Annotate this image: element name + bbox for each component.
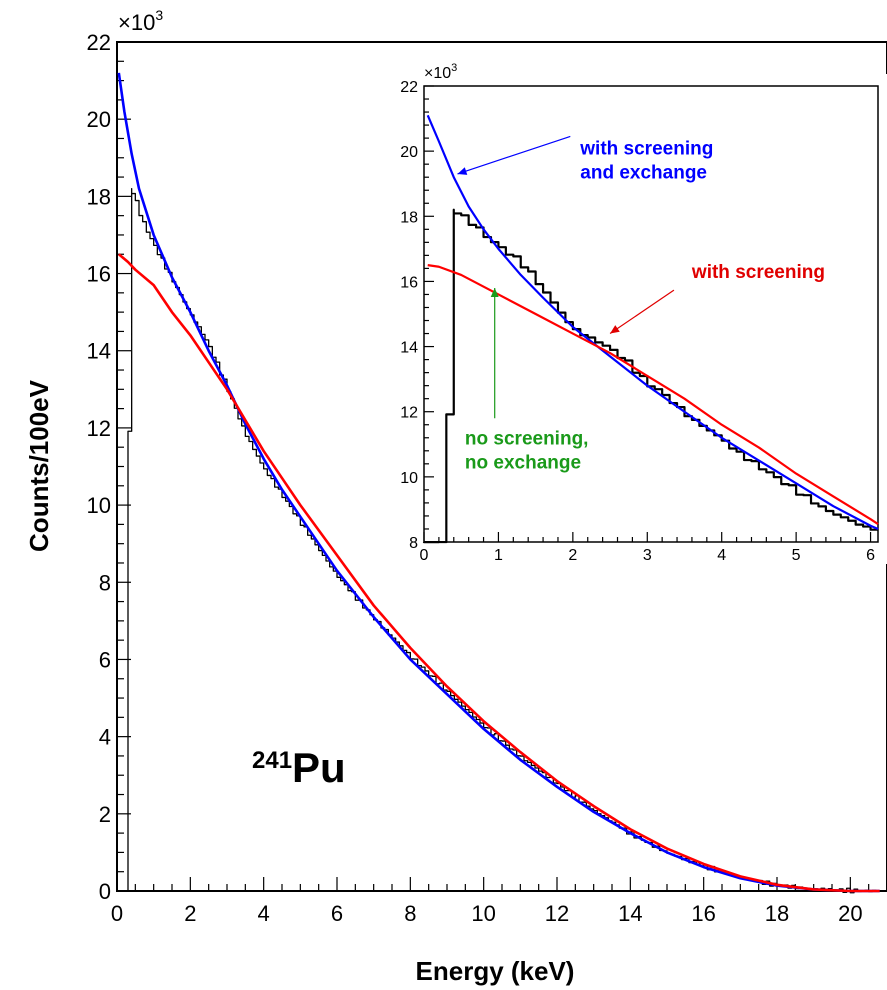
- main-x-tick-label: 18: [765, 901, 789, 926]
- main-y-tick-label: 8: [99, 570, 111, 595]
- isotope-label: 241Pu: [252, 744, 346, 791]
- main-x-tick-label: 12: [545, 901, 569, 926]
- inset-x-tick-label: 0: [420, 547, 429, 564]
- main-x-tick-label: 16: [691, 901, 715, 926]
- main-y-tick-label: 20: [87, 107, 111, 132]
- inset-plot-frame: [423, 85, 879, 543]
- annotation-arrow: [457, 135, 571, 175]
- annotation-arrow: [609, 289, 675, 335]
- inset-y-tick-label: 12: [400, 405, 418, 422]
- inset-x-tick-label: 3: [643, 547, 652, 564]
- inset-y-multiplier-label: ×103: [424, 62, 457, 82]
- x-axis-title: Energy (keV): [416, 956, 575, 986]
- inset-annotations: with screening and exchange with screening…: [457, 135, 825, 473]
- inset-x-tick-label: 5: [792, 547, 801, 564]
- inset-series: [422, 114, 879, 544]
- annotation-label: no screening,: [465, 428, 589, 449]
- annotation-label: and exchange: [580, 162, 707, 183]
- annotation-label: no exchange: [465, 452, 581, 473]
- main-x-tick-label: 8: [404, 901, 416, 926]
- main-x-tick-label: 10: [471, 901, 495, 926]
- main-y-tick-label: 6: [99, 647, 111, 672]
- y-multiplier-exponent: 3: [155, 7, 163, 23]
- annotation-label: with screening: [691, 262, 825, 283]
- inset-spectrum-histogram: [422, 208, 878, 544]
- inset-y-tick-label: 14: [400, 340, 418, 357]
- inset-screening-curve: [427, 264, 879, 526]
- main-y-tick-label: 16: [87, 262, 111, 287]
- main-y-tick-label: 18: [87, 184, 111, 209]
- main-x-tick-label: 6: [331, 901, 343, 926]
- inset-x-tick-label: 6: [866, 547, 875, 564]
- main-y-tick-label: 10: [87, 493, 111, 518]
- main-y-tick-label: 2: [99, 802, 111, 827]
- inset-y-tick-label: 20: [400, 144, 418, 161]
- inset-y-tick-label: 16: [400, 274, 418, 291]
- y-multiplier-base: ×10: [118, 10, 155, 35]
- main-x-tick-label: 0: [111, 901, 123, 926]
- main-y-tick-label: 22: [87, 30, 111, 55]
- inset-y-tick-label: 22: [400, 79, 418, 96]
- annotation-label: with screening: [579, 138, 713, 159]
- main-series: [116, 72, 880, 894]
- annotation-arrowhead: [610, 325, 620, 334]
- main-x-tick-label: 2: [184, 901, 196, 926]
- inset-x-tick-label: 1: [494, 547, 503, 564]
- annotation-arrowhead: [490, 287, 499, 297]
- main-y-tick-label: 4: [99, 725, 111, 750]
- y-axis-title: Counts/100eV: [24, 379, 54, 552]
- inset-background: [396, 74, 887, 564]
- main-screening-curve: [117, 253, 880, 893]
- main-y-tick-label: 0: [99, 879, 111, 904]
- main-screening-exchange-curve: [117, 72, 880, 893]
- inset-y-tick-label: 10: [400, 470, 418, 487]
- annotation-arrowhead: [457, 167, 468, 175]
- main-x-tick-label: 14: [618, 901, 642, 926]
- main-x-tick-label: 20: [838, 901, 862, 926]
- y-multiplier-label: ×103: [118, 7, 163, 35]
- main-x-tick-label: 4: [258, 901, 270, 926]
- isotope-element: Pu: [292, 744, 346, 791]
- inset-x-tick-label: 4: [717, 547, 726, 564]
- main-y-tick-label: 14: [87, 339, 111, 364]
- isotope-mass: 241: [252, 747, 292, 774]
- inset-screening-exchange-curve: [426, 114, 879, 530]
- main-y-tick-label: 12: [87, 416, 111, 441]
- inset-y-tick-label: 8: [409, 535, 418, 552]
- inset-y-multiplier-exponent: 3: [451, 62, 457, 74]
- inset-y-multiplier-base: ×10: [424, 65, 451, 82]
- inset-x-tick-label: 2: [568, 547, 577, 564]
- inset-y-tick-label: 18: [400, 209, 418, 226]
